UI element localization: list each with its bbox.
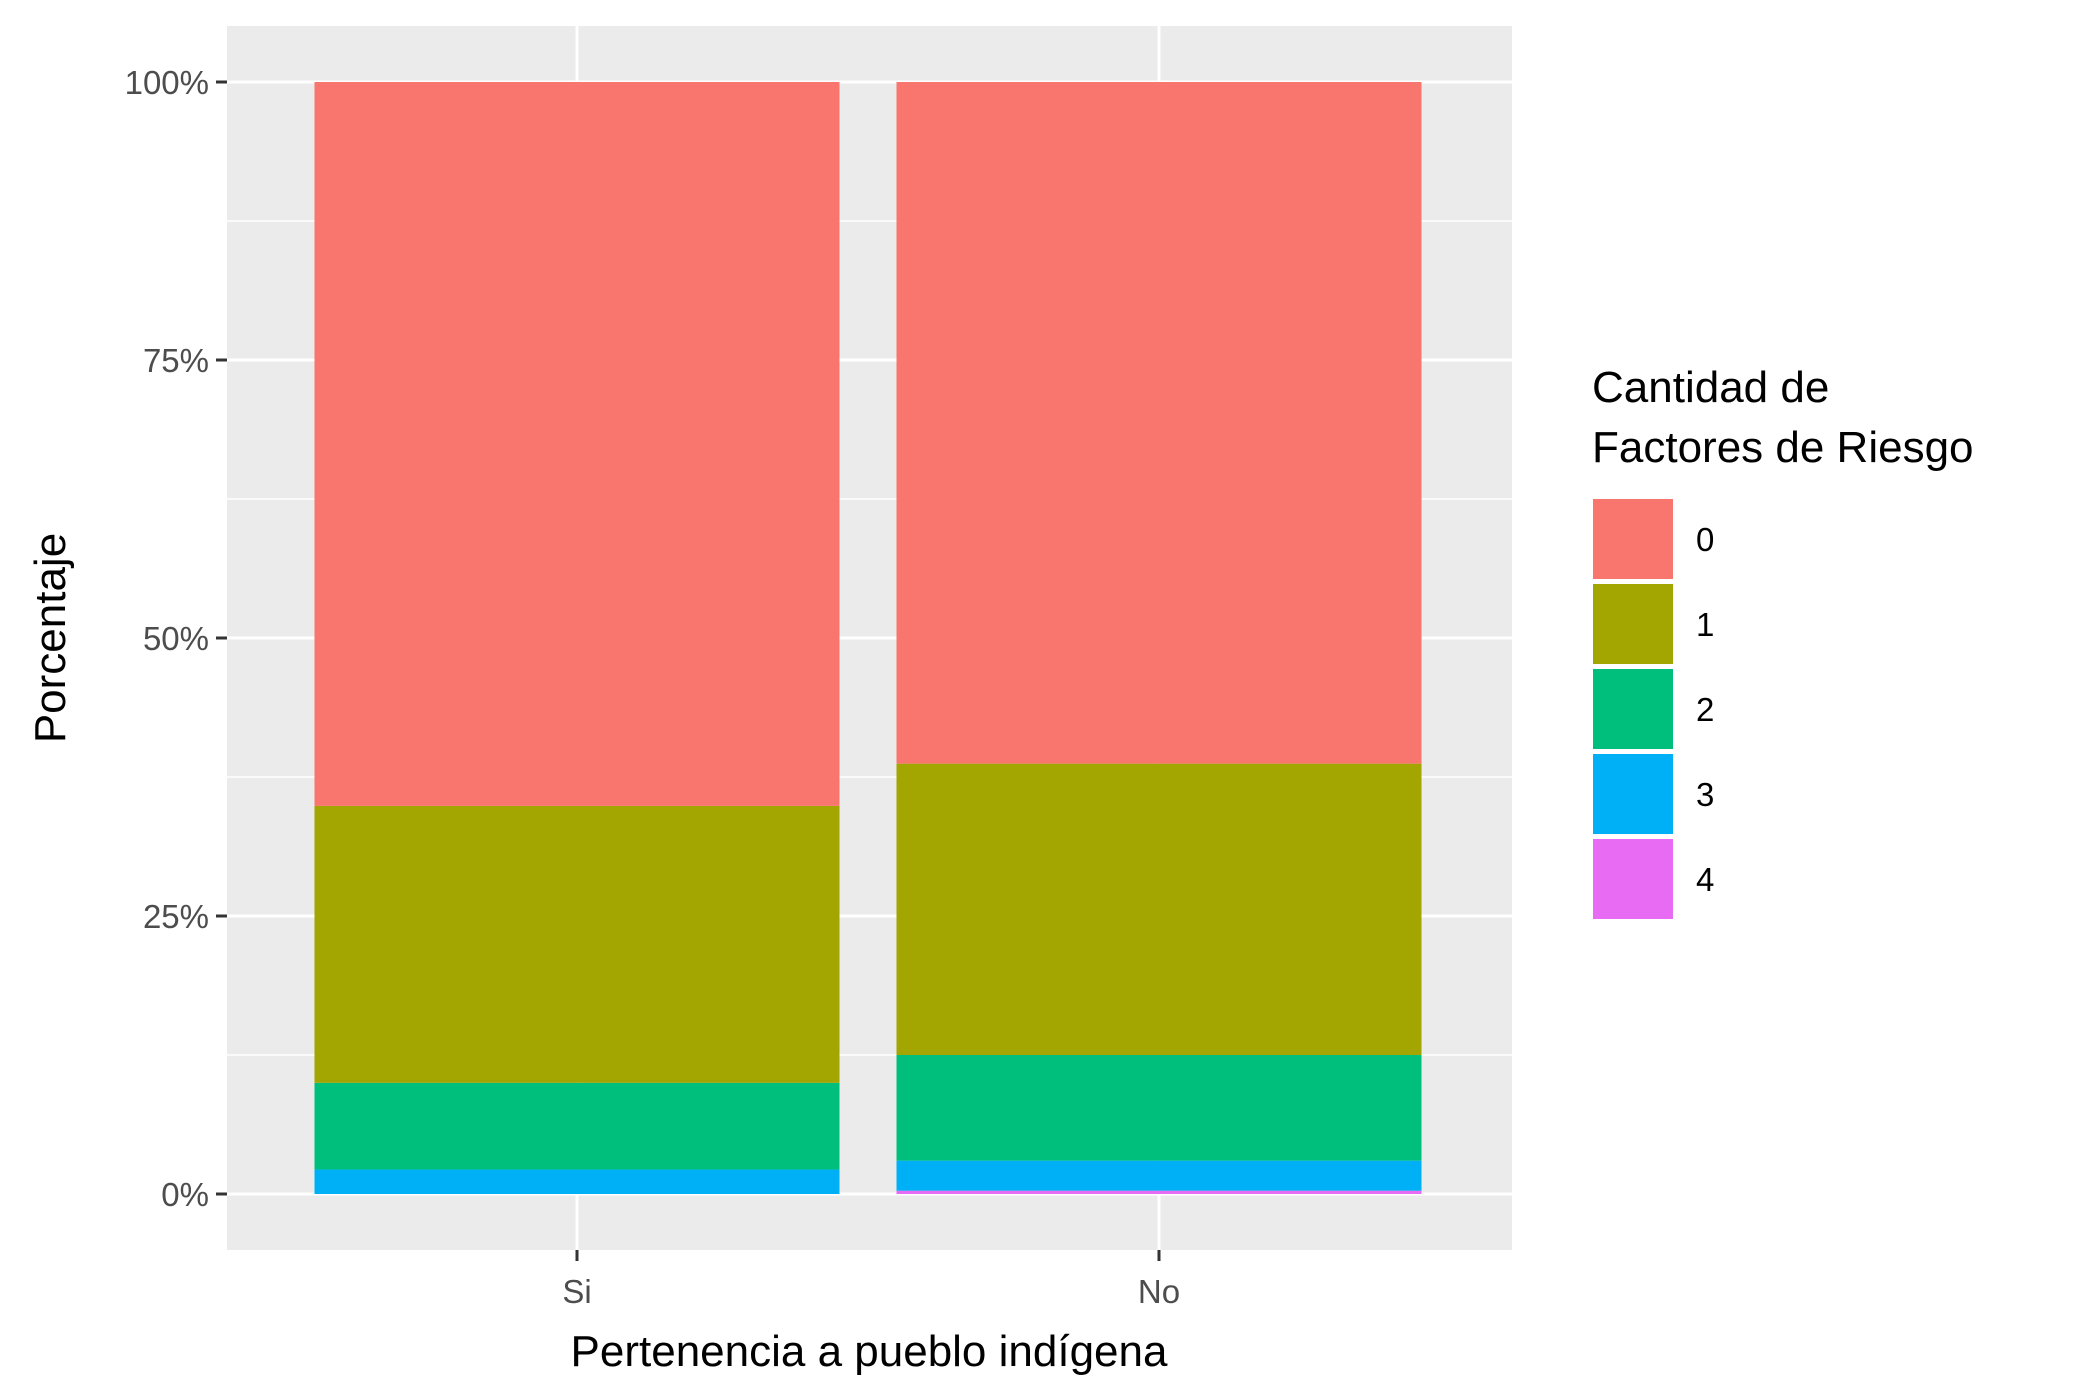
bar-segment-si-0: [314, 82, 840, 806]
y-axis-title: Porcentaje: [26, 533, 75, 743]
legend-key-0: [1591, 497, 1675, 581]
x-tick-label: No: [1138, 1273, 1180, 1310]
legend-label-2: 2: [1696, 691, 1714, 728]
legend-key-2: [1591, 667, 1675, 751]
y-tick-label: 0%: [161, 1176, 209, 1213]
bar-segment-no-1: [896, 763, 1422, 1055]
bar-segment-no-0: [896, 82, 1422, 764]
y-tick-label: 50%: [143, 620, 209, 657]
bar-segment-no-3: [896, 1160, 1422, 1191]
legend-label-3: 3: [1696, 776, 1714, 813]
bar-segment-si-2: [314, 1082, 840, 1170]
y-tick-label: 100%: [125, 64, 209, 101]
x-axis-title: Pertenencia a pueblo indígena: [571, 1327, 1168, 1376]
legend-label-4: 4: [1696, 861, 1714, 898]
legend-key-3: [1591, 752, 1675, 836]
y-tick-label: 25%: [143, 898, 209, 935]
legend-items: 0 1 2 3 4: [1591, 497, 1714, 921]
x-axis: Si No: [562, 1250, 1180, 1310]
legend-key-4: [1591, 837, 1675, 921]
legend-label-1: 1: [1696, 606, 1714, 643]
x-tick-label: Si: [562, 1273, 591, 1310]
legend: Cantidad de Factores de Riesgo 0 1 2 3 4: [1591, 363, 1974, 921]
bar-segment-si-3: [314, 1169, 840, 1194]
bar-segment-si-1: [314, 805, 840, 1083]
bars: [314, 82, 1422, 1194]
bar-segment-no-4: [896, 1190, 1422, 1194]
legend-key-1: [1591, 582, 1675, 666]
bar-segment-no-2: [896, 1055, 1422, 1161]
legend-title-line2: Factores de Riesgo: [1592, 423, 1974, 472]
legend-label-0: 0: [1696, 521, 1714, 558]
y-tick-label: 75%: [143, 342, 209, 379]
legend-title-line1: Cantidad de: [1592, 363, 1829, 412]
y-axis: 0% 25% 50% 75% 100%: [125, 64, 227, 1213]
